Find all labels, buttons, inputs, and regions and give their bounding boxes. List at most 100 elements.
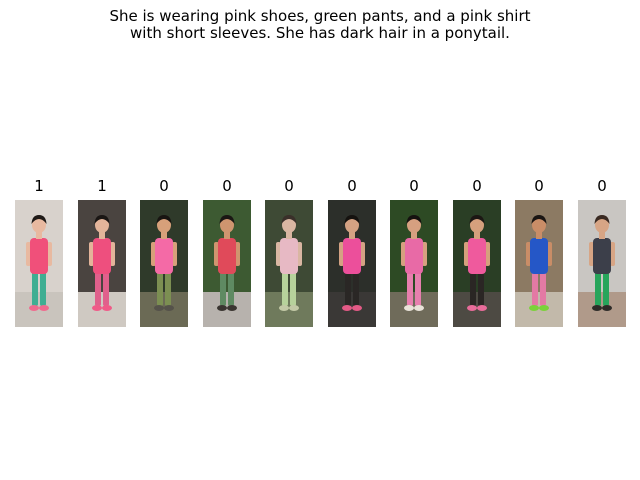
person-head: [32, 217, 46, 233]
person-right-shoe: [352, 305, 362, 311]
person-right-arm: [297, 242, 302, 266]
person-left-shoe: [29, 305, 39, 311]
match-label: 0: [284, 177, 294, 195]
person-left-shoe: [404, 305, 414, 311]
person-right-shoe: [414, 305, 424, 311]
person-left-arm: [526, 242, 531, 266]
thumbnail-ground: [515, 292, 563, 327]
match-label: 1: [97, 177, 107, 195]
person-right-leg: [165, 272, 171, 306]
person-right-arm: [47, 242, 52, 266]
person-right-shoe: [102, 305, 112, 311]
person-left-leg: [470, 272, 476, 306]
person-left-leg: [95, 272, 101, 306]
person-neck: [599, 232, 605, 239]
person-right-shoe: [227, 305, 237, 311]
match-label: 0: [347, 177, 357, 195]
person-right-arm: [485, 242, 490, 266]
thumbnail-ground: [578, 292, 626, 327]
person-left-shoe: [467, 305, 477, 311]
person-left-shoe: [217, 305, 227, 311]
person-left-shoe: [279, 305, 289, 311]
person-hair: [156, 215, 172, 224]
person-shirt: [530, 238, 548, 274]
person-hair: [594, 215, 610, 224]
person-thumbnail[interactable]: [78, 200, 126, 327]
person-head: [470, 217, 484, 233]
person-left-arm: [464, 242, 469, 266]
person-thumbnail[interactable]: [140, 200, 188, 327]
person-right-arm: [547, 242, 552, 266]
person-right-arm: [110, 242, 115, 266]
person-left-leg: [595, 272, 601, 306]
person-left-shoe: [592, 305, 602, 311]
person-left-leg: [220, 272, 226, 306]
person-hair: [406, 215, 422, 224]
person-right-shoe: [539, 305, 549, 311]
person-left-shoe: [92, 305, 102, 311]
match-label: 0: [597, 177, 607, 195]
thumbnail-ground: [390, 292, 438, 327]
person-shirt: [593, 238, 611, 274]
person-thumbnail[interactable]: [390, 200, 438, 327]
person-left-leg: [407, 272, 413, 306]
person-left-shoe: [154, 305, 164, 311]
match-label: 0: [534, 177, 544, 195]
person-neck: [99, 232, 105, 239]
person-hair: [31, 215, 47, 224]
person-thumbnail[interactable]: [265, 200, 313, 327]
person-right-arm: [610, 242, 615, 266]
person-left-leg: [32, 272, 38, 306]
person-hair: [469, 215, 485, 224]
person-shirt: [280, 238, 298, 274]
thumbnail-ground: [328, 292, 376, 327]
query-line-2: with short sleeves. She has dark hair in…: [130, 24, 510, 42]
person-neck: [161, 232, 167, 239]
person-right-shoe: [477, 305, 487, 311]
person-right-arm: [172, 242, 177, 266]
match-label: 0: [159, 177, 169, 195]
person-left-arm: [26, 242, 31, 266]
person-thumbnail[interactable]: [328, 200, 376, 327]
person-right-leg: [228, 272, 234, 306]
person-shirt: [30, 238, 48, 274]
thumbnail-ground: [453, 292, 501, 327]
person-shirt: [155, 238, 173, 274]
person-head: [345, 217, 359, 233]
person-left-leg: [282, 272, 288, 306]
person-thumbnail[interactable]: [15, 200, 63, 327]
person-left-leg: [532, 272, 538, 306]
match-label: 0: [222, 177, 232, 195]
person-thumbnail[interactable]: [453, 200, 501, 327]
person-left-arm: [214, 242, 219, 266]
thumbnail-ground: [78, 292, 126, 327]
person-left-arm: [401, 242, 406, 266]
person-right-arm: [360, 242, 365, 266]
person-thumbnail[interactable]: [515, 200, 563, 327]
person-shirt: [218, 238, 236, 274]
match-label: 0: [409, 177, 419, 195]
person-hair: [344, 215, 360, 224]
thumbnail-ground: [265, 292, 313, 327]
person-left-arm: [276, 242, 281, 266]
person-head: [532, 217, 546, 233]
person-right-leg: [353, 272, 359, 306]
person-head: [157, 217, 171, 233]
match-label: 1: [34, 177, 44, 195]
person-shirt: [93, 238, 111, 274]
person-thumbnail[interactable]: [203, 200, 251, 327]
person-right-leg: [40, 272, 46, 306]
thumbnail-ground: [15, 292, 63, 327]
person-head: [220, 217, 234, 233]
person-right-arm: [235, 242, 240, 266]
person-hair: [281, 215, 297, 224]
person-left-leg: [157, 272, 163, 306]
person-hair: [531, 215, 547, 224]
person-shirt: [343, 238, 361, 274]
person-right-arm: [422, 242, 427, 266]
match-label: 0: [472, 177, 482, 195]
person-left-shoe: [529, 305, 539, 311]
person-thumbnail[interactable]: [578, 200, 626, 327]
person-right-leg: [103, 272, 109, 306]
